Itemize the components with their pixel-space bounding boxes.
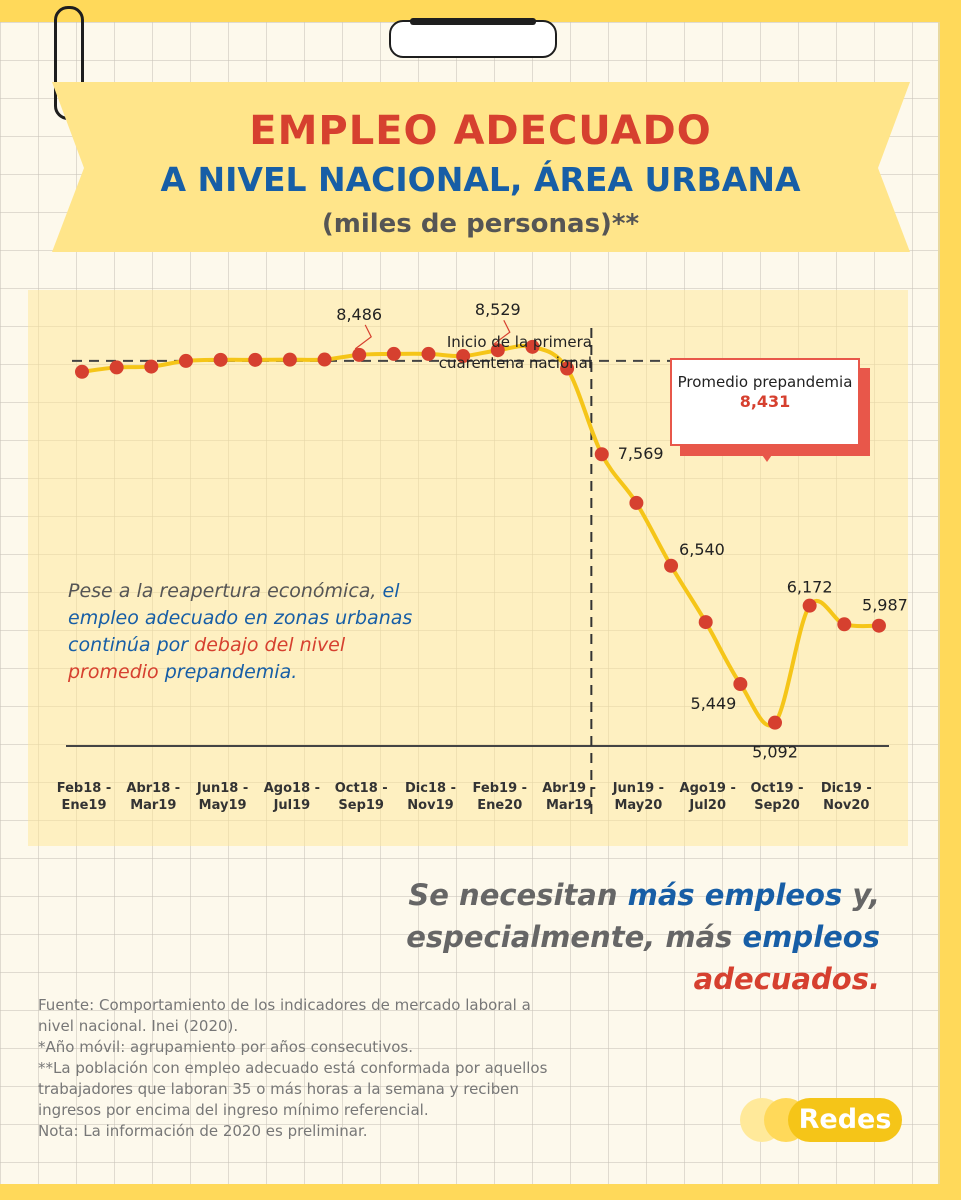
slogan-part-2: más empleos — [627, 878, 843, 912]
slogan: Se necesitan más empleos y, especialment… — [380, 874, 880, 1000]
data-point — [768, 715, 782, 730]
x-tick-label: Oct19 - — [751, 781, 804, 796]
prepandemic-average-label: Promedio prepandemia — [677, 373, 853, 391]
data-label-leader — [493, 319, 511, 345]
x-tick-label: Mar19 — [130, 798, 176, 813]
data-point — [698, 615, 713, 630]
quarantine-label-line1: Inicio de la primera — [446, 333, 592, 351]
data-point — [213, 352, 228, 367]
data-point — [421, 346, 436, 361]
data-point — [560, 361, 575, 376]
x-tick-label: Jul20 — [688, 798, 726, 813]
x-tick-label: Nov19 — [407, 798, 453, 813]
data-point — [282, 352, 297, 367]
note-part-2: el empleo adecuado en zonas urbanas cont… — [68, 580, 413, 656]
data-point — [525, 339, 540, 354]
x-tick-label: Abr19 - — [542, 781, 596, 796]
x-tick-label: Sep20 — [754, 798, 800, 813]
x-tick-label: Sep19 — [338, 798, 384, 813]
x-tick-label: Mar19 — [546, 798, 592, 813]
data-point — [490, 343, 505, 358]
source-line: Fuente: Comportamiento de los indicadore… — [38, 996, 531, 1014]
chart-subtitle: A NIVEL NACIONAL, ÁREA URBANA — [160, 160, 801, 199]
note-part-3: debajo del nivel promedio — [68, 634, 346, 683]
source-line: *Año móvil: agrupamiento por años consec… — [38, 1038, 413, 1056]
source-line: nivel nacional. Inei (2020). — [38, 1017, 239, 1035]
data-label: 6,540 — [679, 540, 725, 559]
x-tick-label: Nov20 — [823, 798, 869, 813]
x-tick-label: Feb18 - — [57, 781, 112, 796]
x-tick-label: Dic19 - — [821, 781, 872, 796]
x-tick-label: Jun18 - — [196, 781, 248, 796]
x-tick-label: May20 — [614, 798, 662, 813]
chart-title: EMPLEO ADECUADO — [249, 108, 712, 154]
data-point — [664, 558, 679, 573]
slogan-part-3: y, — [852, 878, 880, 912]
data-label: 8,529 — [475, 300, 521, 319]
slogan-line-3: adecuados. — [380, 958, 880, 1000]
data-label: 6,172 — [787, 578, 833, 597]
chart-note: Pese a la reapertura económica, el emple… — [68, 578, 428, 686]
data-point — [248, 352, 263, 367]
data-point — [629, 495, 644, 510]
data-point — [871, 618, 886, 633]
x-tick-label: Abr18 - — [126, 781, 180, 796]
x-tick-label: Ene20 — [477, 798, 522, 813]
data-label-leader — [354, 324, 372, 350]
x-tick-label: Jun19 - — [612, 781, 664, 796]
quarantine-label-line2: cuarentena nacional — [438, 354, 592, 372]
data-point — [386, 346, 401, 361]
x-tick-label: May19 — [199, 798, 247, 813]
title-banner — [52, 82, 910, 252]
clipboard-tab — [389, 20, 557, 58]
note-part-1: Pese a la reapertura económica, — [68, 580, 377, 602]
callout-pointer — [760, 452, 774, 462]
data-point — [456, 349, 471, 364]
clipboard-tab-bar — [410, 18, 536, 25]
data-point — [178, 353, 193, 368]
source-line: ingresos por encima del ingreso mínimo r… — [38, 1101, 429, 1119]
x-tick-label: Dic18 - — [405, 781, 456, 796]
chart-units: (miles de personas)** — [321, 209, 640, 239]
x-tick-label: Ene19 — [61, 798, 106, 813]
x-tick-label: Ago19 - — [680, 781, 736, 796]
logo-wordmark: Redes — [788, 1098, 902, 1142]
prepandemic-average-value: 8,431 — [739, 392, 791, 411]
data-label: 7,569 — [618, 444, 664, 463]
slogan-part-6: adecuados. — [693, 962, 880, 996]
prepandemic-average-box: Promedio prepandemia 8,431 — [670, 358, 860, 446]
data-point — [144, 359, 159, 374]
quarantine-label: Inicio de la primera cuarentena nacional — [400, 332, 592, 374]
slogan-part-1: Se necesitan — [408, 878, 618, 912]
source-line: Nota: La información de 2020 es prelimin… — [38, 1122, 368, 1140]
data-label: 8,486 — [336, 305, 382, 324]
data-point — [109, 360, 124, 375]
data-label: 5,092 — [752, 743, 798, 762]
data-label: 5,987 — [862, 596, 908, 615]
redes-logo: Redes — [740, 1098, 902, 1142]
x-tick-label: Jul19 — [273, 798, 311, 813]
x-tick-label: Oct18 - — [335, 781, 388, 796]
data-point — [317, 352, 332, 367]
x-tick-label: Ago18 - — [264, 781, 320, 796]
source-notes: Fuente: Comportamiento de los indicadore… — [38, 995, 598, 1142]
data-point — [594, 447, 609, 462]
slogan-part-5: empleos — [742, 920, 880, 954]
data-point — [75, 364, 89, 379]
data-point — [802, 598, 817, 613]
source-line: **La población con empleo adecuado está … — [38, 1059, 548, 1077]
x-tick-label: Feb19 - — [473, 781, 528, 796]
slogan-line-1: Se necesitan más empleos y, — [380, 874, 880, 916]
slogan-line-2: especialmente, más empleos — [380, 916, 880, 958]
data-label: 5,449 — [691, 694, 737, 713]
data-point — [733, 676, 748, 691]
data-point — [352, 347, 367, 362]
note-part-4: prepandemia. — [164, 661, 298, 683]
data-point — [837, 617, 852, 632]
source-line: trabajadores que laboran 35 o más horas … — [38, 1080, 519, 1098]
slogan-part-4: especialmente, más — [406, 920, 733, 954]
